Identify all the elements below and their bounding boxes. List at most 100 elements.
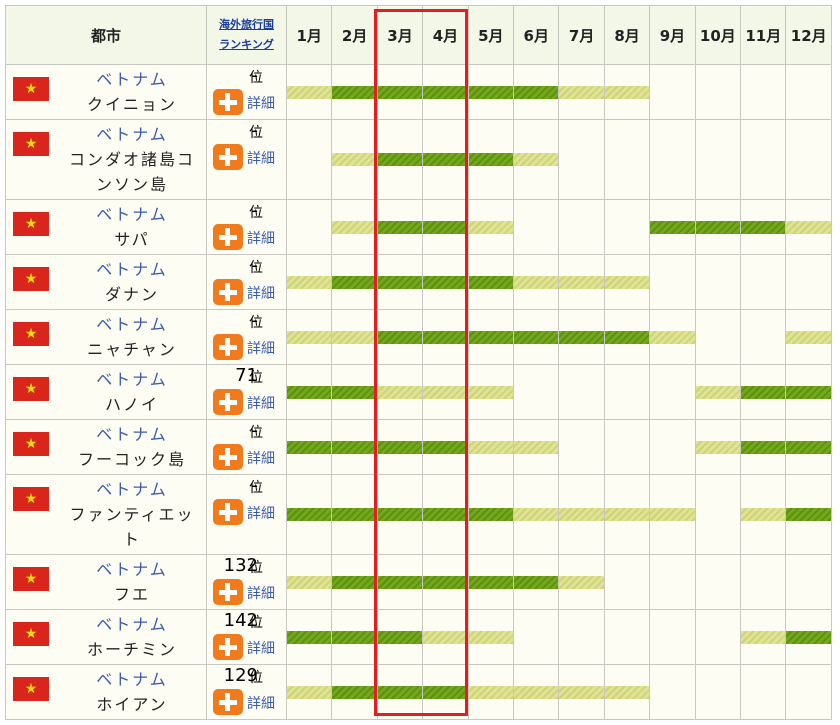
month-cell: [785, 609, 832, 665]
country-name[interactable]: ベトナム: [96, 205, 168, 224]
country-name[interactable]: ベトナム: [96, 615, 168, 634]
city-name: ホイアン: [96, 695, 168, 714]
city-name-wrap: ベトナム コンダオ諸島コンソン島: [68, 120, 196, 199]
month-cell: [740, 309, 787, 365]
season-bar: [332, 385, 377, 399]
season-bar: [377, 685, 423, 699]
flag: ★: [13, 212, 49, 236]
month-cell: [467, 554, 515, 610]
month-cell: [331, 199, 378, 255]
month-header: 6月: [513, 5, 560, 65]
detail-button[interactable]: [213, 279, 243, 305]
rank-number: -: [251, 475, 259, 496]
month-cell: [285, 554, 333, 610]
detail-link[interactable]: 詳細: [247, 341, 275, 357]
city-name: ダナン: [104, 285, 159, 304]
season-bar: [377, 630, 423, 644]
detail-link[interactable]: 詳細: [247, 586, 275, 602]
rank-suffix: 位: [249, 315, 263, 331]
city-cell: ★ ベトナム ニャチャン: [5, 309, 207, 365]
season-bar: [559, 85, 604, 99]
country-name[interactable]: ベトナム: [96, 425, 168, 444]
month-cell: [649, 254, 696, 310]
detail-link[interactable]: 詳細: [247, 506, 275, 522]
detail-link[interactable]: 詳細: [247, 696, 275, 712]
season-bar: [287, 330, 332, 344]
season-bar: [468, 685, 514, 699]
season-bar: [514, 330, 559, 344]
month-cell: [558, 119, 605, 200]
season-bar: [514, 685, 559, 699]
flag: ★: [13, 432, 49, 456]
month-header: 11月: [740, 5, 787, 65]
rank-cell: - 位詳細: [206, 199, 287, 255]
city-name: ホーチミン: [86, 640, 177, 659]
city-row: ★ ベトナム クイニョン - 位詳細: [5, 64, 832, 120]
month-cell: [376, 309, 424, 365]
month-cell: [513, 199, 560, 255]
country-name[interactable]: ベトナム: [96, 480, 168, 499]
detail-button[interactable]: [213, 579, 243, 605]
detail-button[interactable]: [213, 634, 243, 660]
detail-button[interactable]: [213, 89, 243, 115]
month-cell: [649, 554, 696, 610]
month-cell: [467, 474, 515, 555]
month-cell: [422, 419, 469, 475]
country-name[interactable]: ベトナム: [96, 125, 168, 144]
detail-button[interactable]: [213, 144, 243, 170]
season-bar: [287, 85, 332, 99]
country-name[interactable]: ベトナム: [96, 560, 168, 579]
city-cell: ★ ベトナム フーコック島: [5, 419, 207, 475]
city-name: サパ: [114, 230, 150, 249]
city-name: ニャチャン: [87, 340, 177, 359]
month-cell: [422, 309, 469, 365]
detail-link[interactable]: 詳細: [247, 231, 275, 247]
detail-link[interactable]: 詳細: [247, 96, 275, 112]
season-bar: [559, 275, 604, 289]
month-cell: [285, 419, 333, 475]
season-bar: [332, 440, 377, 454]
city-name-wrap: ベトナム フエ: [68, 555, 196, 609]
month-cell: [558, 664, 605, 720]
detail-button[interactable]: [213, 224, 243, 250]
month-cell: [603, 609, 651, 665]
month-cell: [331, 474, 378, 555]
detail-button[interactable]: [213, 389, 243, 415]
country-name[interactable]: ベトナム: [96, 70, 168, 89]
country-name[interactable]: ベトナム: [96, 370, 168, 389]
detail-button[interactable]: [213, 334, 243, 360]
country-name[interactable]: ベトナム: [96, 670, 168, 689]
table-body: ★ ベトナム クイニョン - 位詳細 ★ ベトナム コンダオ諸島コンソン島 - 位詳細 ★ ベトナムサ…: [5, 64, 832, 720]
season-bar: [332, 275, 377, 289]
country-name[interactable]: ベトナム: [96, 260, 168, 279]
month-cell: [376, 364, 424, 420]
month-cell: [740, 554, 787, 610]
month-cell: [513, 309, 560, 365]
season-bar: [377, 385, 423, 399]
detail-link[interactable]: 詳細: [247, 451, 275, 467]
month-cell: [785, 419, 832, 475]
season-bar: [377, 275, 423, 289]
city-row: ★ ベトナム ハノイ 71 位詳細: [5, 364, 832, 420]
detail-button[interactable]: [213, 499, 243, 525]
detail-button[interactable]: [213, 689, 243, 715]
season-bar: [423, 85, 468, 99]
detail-link[interactable]: 詳細: [247, 641, 275, 657]
detail-link[interactable]: 詳細: [247, 286, 275, 302]
season-bar: [423, 275, 468, 289]
month-cell: [649, 309, 696, 365]
ranking-link[interactable]: ランキング: [219, 38, 274, 51]
season-bar: [786, 385, 831, 399]
month-cell: [694, 309, 742, 365]
detail-button[interactable]: [213, 444, 243, 470]
month-header: 9月: [649, 5, 696, 65]
month-cell: [740, 364, 787, 420]
season-bar: [287, 440, 332, 454]
month-cell: [558, 474, 605, 555]
city-row: ★ ベトナム ダナン - 位詳細: [5, 254, 832, 310]
ranking-link[interactable]: 海外旅行国: [219, 18, 274, 31]
detail-link[interactable]: 詳細: [247, 151, 275, 167]
rank-cell: 71 位詳細: [206, 364, 287, 420]
country-name[interactable]: ベトナム: [96, 315, 168, 334]
detail-link[interactable]: 詳細: [247, 396, 275, 412]
